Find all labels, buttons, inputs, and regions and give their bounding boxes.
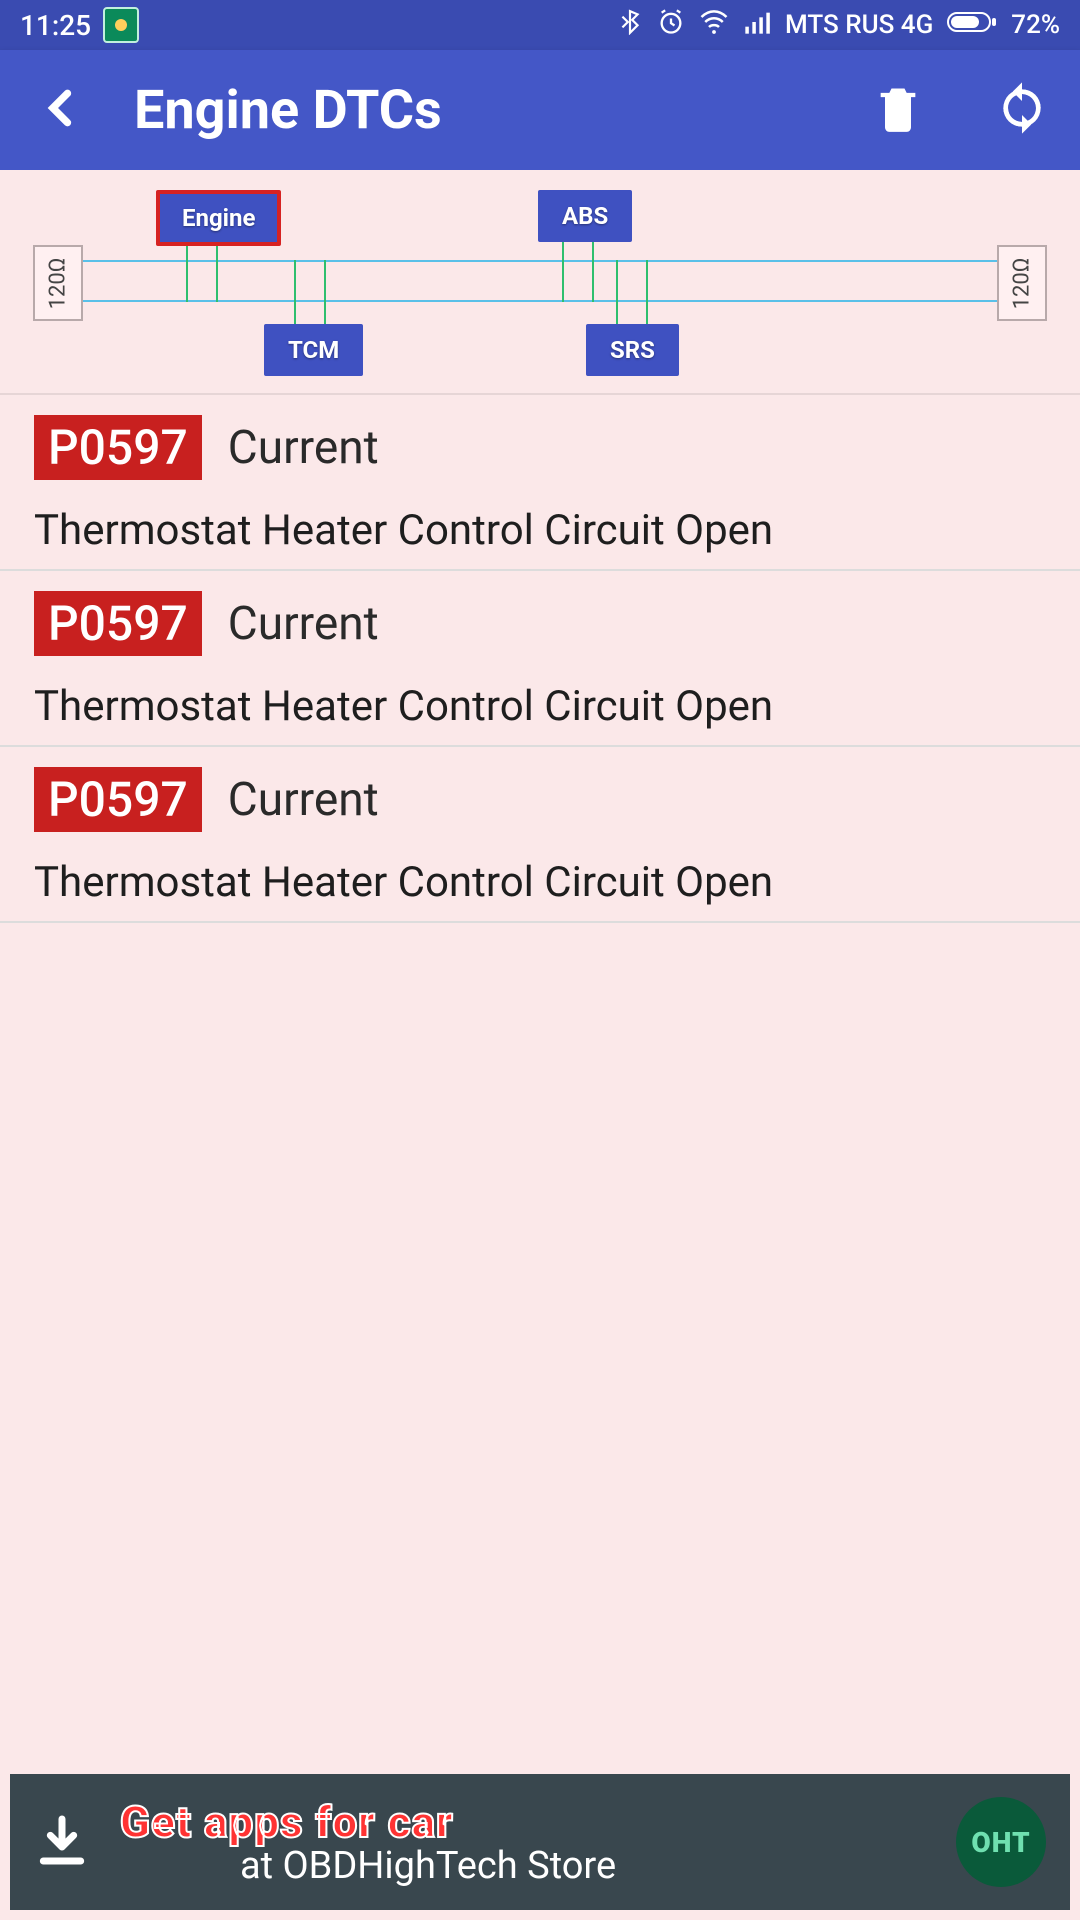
delete-button[interactable]: [872, 82, 924, 138]
bus-stub: [646, 260, 648, 326]
can-bus-line-low: [80, 300, 1000, 302]
ad-badge: OHT: [956, 1797, 1046, 1887]
ad-line2: at OBDHighTech Store: [240, 1844, 956, 1888]
bus-diagram: 120Ω 120Ω Engine ABS TCM SRS: [0, 170, 1080, 395]
dtc-code: P0597: [34, 591, 202, 656]
dtc-list: P0597 Current Thermostat Heater Control Ci…: [0, 395, 1080, 923]
ad-line1: Get apps for car: [120, 1796, 956, 1848]
app-bar: Engine DTCs: [0, 50, 1080, 170]
bus-stub: [616, 260, 618, 326]
ad-text: Get apps for car at OBDHighTech Store: [120, 1796, 956, 1888]
status-carrier: MTS RUS 4G: [785, 10, 933, 40]
can-bus-line-high: [80, 260, 1000, 262]
dtc-description: Thermostat Heater Control Circuit Open: [34, 682, 1050, 731]
dtc-item[interactable]: P0597 Current Thermostat Heater Control Ci…: [0, 395, 1080, 571]
status-time: 11:25: [20, 9, 91, 42]
node-abs[interactable]: ABS: [538, 190, 632, 242]
terminator-left: 120Ω: [33, 245, 83, 321]
status-battery: 72%: [1011, 10, 1060, 40]
dtc-code: P0597: [34, 767, 202, 832]
node-srs[interactable]: SRS: [586, 324, 679, 376]
ad-banner[interactable]: Get apps for car at OBDHighTech Store OH…: [10, 1774, 1070, 1910]
bus-stub: [294, 260, 296, 326]
refresh-button[interactable]: [994, 80, 1050, 140]
back-button[interactable]: [40, 86, 84, 134]
dtc-status: Current: [228, 597, 379, 651]
dtc-description: Thermostat Heater Control Circuit Open: [34, 858, 1050, 907]
dtc-description: Thermostat Heater Control Circuit Open: [34, 506, 1050, 555]
status-app-icon: [103, 7, 139, 43]
terminator-right: 120Ω: [997, 245, 1047, 321]
bus-stub: [324, 260, 326, 326]
node-engine[interactable]: Engine: [156, 190, 281, 246]
signal-icon: [743, 8, 771, 43]
dtc-item[interactable]: P0597 Current Thermostat Heater Control Ci…: [0, 747, 1080, 923]
node-tcm[interactable]: TCM: [264, 324, 363, 376]
page-title: Engine DTCs: [134, 79, 442, 142]
download-icon: [34, 1812, 90, 1872]
dtc-status: Current: [228, 421, 379, 475]
alarm-icon: [657, 8, 685, 43]
dtc-item[interactable]: P0597 Current Thermostat Heater Control Ci…: [0, 571, 1080, 747]
status-bar: 11:25 MTS RUS 4G 72%: [0, 0, 1080, 50]
dtc-status: Current: [228, 773, 379, 827]
dtc-code: P0597: [34, 415, 202, 480]
wifi-icon: [699, 7, 729, 44]
battery-icon: [947, 10, 997, 41]
bluetooth-icon: [617, 9, 643, 42]
